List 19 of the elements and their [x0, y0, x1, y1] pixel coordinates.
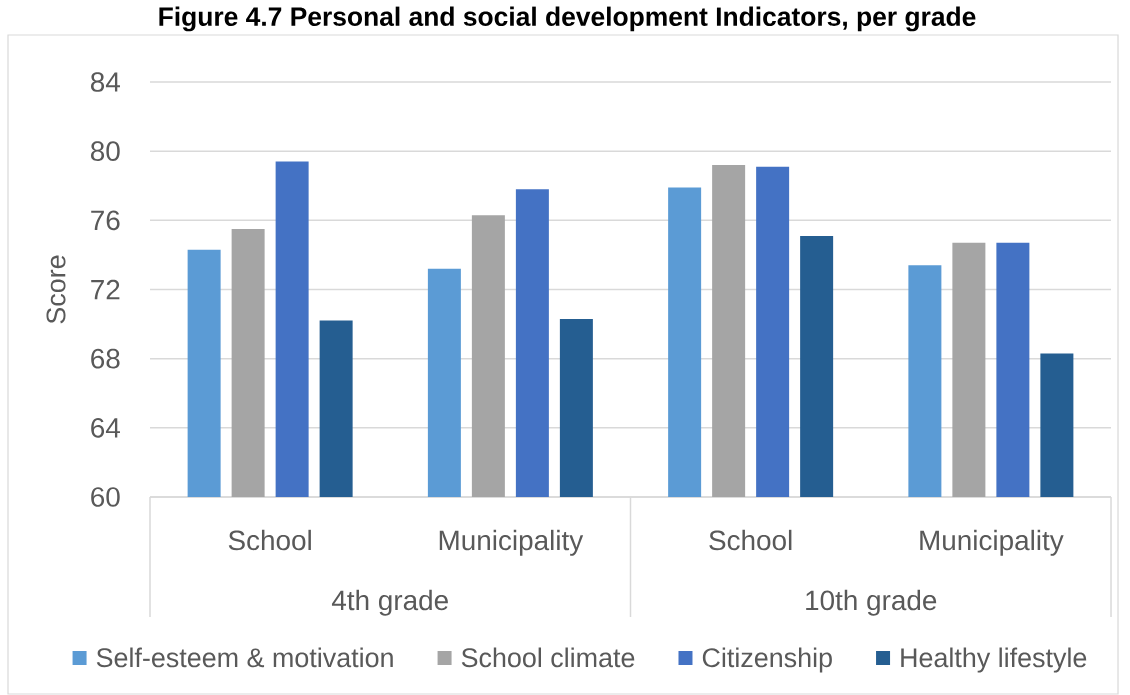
x-tick-label: School — [228, 529, 311, 551]
y-tick-label: 80 — [90, 141, 120, 162]
y-tick-label: 60 — [91, 487, 120, 507]
y-tick-label: 76 — [91, 210, 120, 231]
y-tick-label: 84 — [90, 72, 120, 92]
legend-label: Self-esteem & motivation — [96, 647, 393, 668]
x-tick-label: Municipality — [920, 529, 1064, 556]
legend-label: Healthy lifestyle — [901, 647, 1087, 673]
x-tick-label: Municipality — [439, 529, 584, 556]
y-tick-label: 68 — [91, 348, 120, 369]
legend-label: Citizenship — [702, 647, 832, 673]
text: 4th grade — [331, 589, 448, 616]
text: 10th grade — [806, 589, 937, 616]
y-tick-label: 64 — [91, 417, 120, 438]
chart-title: Figure 4.7 Personal and social development Indicators, per grade — [159, 6, 976, 32]
y-tick-label: 72 — [91, 279, 120, 300]
x-tick-label: School — [709, 529, 792, 551]
legend-label: School climate — [461, 647, 635, 668]
y-axis-title: Score — [46, 255, 66, 324]
